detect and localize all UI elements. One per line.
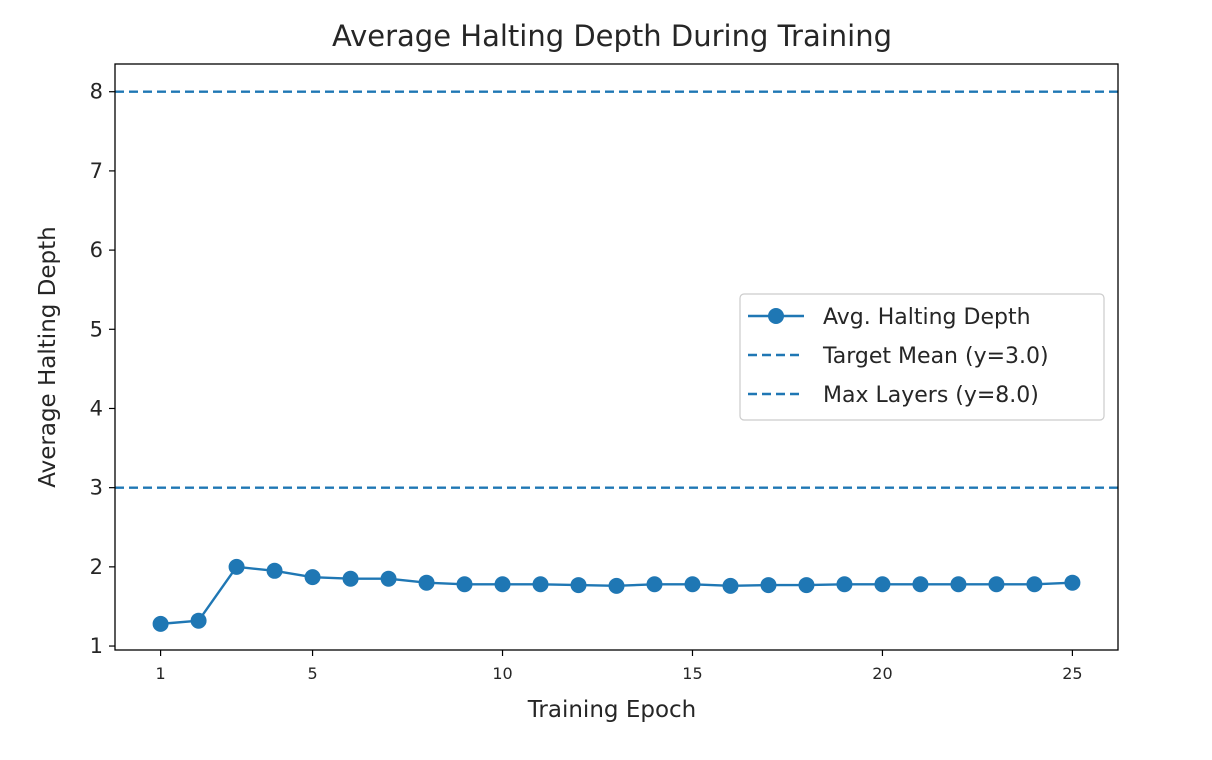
data-point <box>760 577 777 594</box>
data-point <box>722 577 739 594</box>
x-tick-label: 25 <box>1062 664 1082 683</box>
x-tick-label: 1 <box>155 664 165 683</box>
y-tick-label: 7 <box>90 159 103 183</box>
data-point <box>570 577 587 594</box>
x-axis-label: Training Epoch <box>527 697 697 723</box>
data-point <box>190 612 207 629</box>
series-line-0 <box>160 565 1073 626</box>
data-point <box>494 576 511 593</box>
data-point <box>646 576 663 593</box>
data-point <box>152 615 169 632</box>
data-point <box>1026 576 1043 593</box>
y-tick-label: 3 <box>90 476 103 500</box>
x-tick-label: 15 <box>682 664 702 683</box>
legend-label-target-mean: Target Mean (y=3.0) <box>822 344 1049 369</box>
y-tick-label: 6 <box>90 238 103 262</box>
data-point <box>608 577 625 594</box>
chart-title: Average Halting Depth During Training <box>332 19 892 53</box>
x-tick-label: 20 <box>872 664 892 683</box>
plot-area <box>115 90 1118 632</box>
data-point <box>418 574 435 591</box>
data-point <box>456 576 473 593</box>
y-axis-label: Average Halting Depth <box>35 226 61 488</box>
y-tick-label: 4 <box>90 396 103 420</box>
data-point <box>228 558 245 575</box>
x-axis: 1 5 10 15 20 25 <box>155 650 1083 683</box>
x-tick-label: 10 <box>492 664 512 683</box>
data-point <box>798 577 815 594</box>
data-point <box>266 562 283 579</box>
x-tick-label: 5 <box>307 664 317 683</box>
legend-box <box>739 293 1105 421</box>
y-tick-label: 1 <box>90 634 103 658</box>
legend-label-avg-halting-depth: Avg. Halting Depth <box>823 305 1031 330</box>
data-point <box>684 576 701 593</box>
data-point <box>874 576 891 593</box>
data-point <box>912 576 929 593</box>
data-point <box>342 570 359 587</box>
data-point <box>304 569 321 586</box>
y-tick-label: 8 <box>90 80 103 104</box>
data-point <box>950 576 967 593</box>
data-point <box>988 576 1005 593</box>
data-point <box>1064 574 1081 591</box>
legend-marker-avg-halting-depth <box>768 308 784 324</box>
plot-frame <box>114 63 1119 651</box>
data-point <box>380 570 397 587</box>
y-tick-label: 2 <box>90 555 103 579</box>
data-point <box>836 576 853 593</box>
legend: Avg. Halting Depth Target Mean (y=3.0) M… <box>739 293 1105 421</box>
y-axis: 1 2 3 4 5 6 7 8 <box>90 80 115 658</box>
y-tick-label: 5 <box>90 317 103 341</box>
legend-label-max-layers: Max Layers (y=8.0) <box>823 383 1039 408</box>
data-point <box>532 576 549 593</box>
